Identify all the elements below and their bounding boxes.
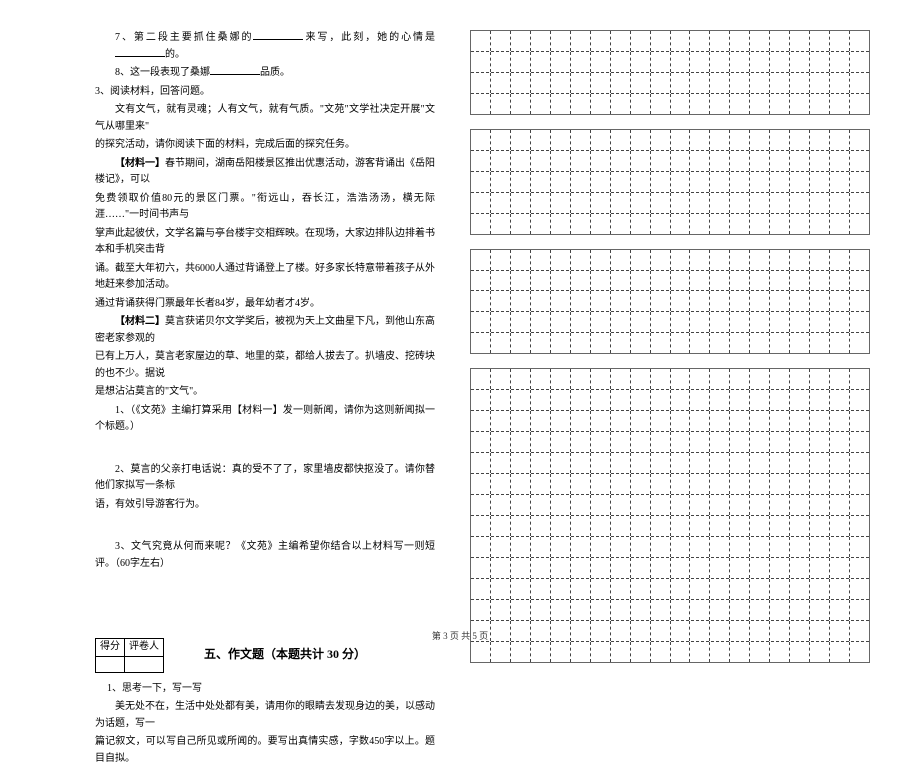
q7-text-c: 的。 (165, 49, 185, 60)
sub-question-2b: 语，有效引导游客行为。 (95, 497, 435, 514)
score-cell-empty-2 (125, 656, 164, 672)
material-2-line-1: 【材料二】莫言获诺贝尔文学奖后，被视为天上文曲星下凡，到他山东高密老家参观的 (95, 314, 435, 347)
essay-head: 1、思考一下，写一写 (95, 681, 435, 698)
right-column (455, 30, 920, 650)
page-footer: 第 3 页 共 5 页 (0, 629, 920, 642)
q7-text-b: 来写，此刻，她的心情是 (303, 32, 435, 43)
material-1-line-1: 【材料一】春节期间，湖南岳阳楼景区推出优惠活动，游客背诵出《岳阳楼记》，可以 (95, 156, 435, 189)
answer-grid-4 (470, 368, 870, 662)
material-1-line-3: 掌声此起彼伏，文学名篇与亭台楼宇交相辉映。在现场，大家边排队边排着书本和手机突击… (95, 226, 435, 259)
sub-question-3: 3、文气究竟从何而来呢？《文苑》主编希望你结合以上材料写一则短评。（60字左右） (95, 539, 435, 572)
score-table: 得分 评卷人 (95, 638, 164, 673)
q7-blank-1 (253, 30, 303, 40)
answer-grid-1 (470, 30, 870, 115)
score-cell-empty-1 (96, 656, 125, 672)
q7-text-a: 7、第二段主要抓住桑娜的 (115, 32, 253, 43)
left-column: 7、第二段主要抓住桑娜的来写，此刻，她的心情是的。 8、这一段表现了桑娜品质。 … (0, 30, 455, 650)
score-box-row: 得分 评卷人 五、作文题（本题共计 30 分） (95, 638, 435, 673)
essay-line-1: 美无处不在，生活中处处都有美，请用你的眼睛去发现身边的美，以感动为话题，写一 (95, 699, 435, 732)
material-1-line-4: 诵。截至大年初六，共6000人通过背诵登上了楼。好多家长特意带着孩子从外地赶来参… (95, 261, 435, 294)
sub-question-2a: 2、莫言的父亲打电话说：真的受不了了，家里墙皮都快抠没了。请你替他们家拟写一条标 (95, 462, 435, 495)
intro-line-1: 文有文气，就有灵魂；人有文气，就有气质。"文苑"文学社决定开展"文气从哪里来" (95, 102, 435, 135)
material-1-line-2: 免费领取价值80元的景区门票。"衔远山，吞长江，浩浩汤汤，横无际涯……"一时间书… (95, 191, 435, 224)
q8-text-b: 品质。 (260, 67, 290, 78)
question-3-head: 3、阅读材料，回答问题。 (95, 84, 435, 101)
question-8: 8、这一段表现了桑娜 品质。 (95, 65, 435, 82)
q8-text-a: 8、这一段表现了桑娜 (115, 67, 210, 78)
material-1-line-5: 通过背诵获得门票最年长者84岁，最年幼者才4岁。 (95, 296, 435, 313)
answer-grid-3 (470, 249, 870, 355)
q8-blank (210, 65, 260, 75)
sub-question-1: 1、（《文苑》主编打算采用【材料一】发一则新闻，请你为这则新闻拟一个标题。） (95, 403, 435, 436)
essay-line-2: 篇记叙文，可以写自己所见或所闻的。要写出真情实感，字数450字以上。题目自拟。 (95, 734, 435, 767)
material-2-line-3: 是想沾沾莫言的"文气"。 (95, 384, 435, 401)
q7-blank-2 (115, 47, 165, 57)
section-5-title: 五、作文题（本题共计 30 分） (204, 645, 366, 665)
question-7: 7、第二段主要抓住桑娜的 来写，此刻，她的心情是的。 (95, 30, 435, 63)
material-2-line-2: 已有上万人，莫言老家屋边的草、地里的菜，都给人拔去了。扒墙皮、挖砖块的也不少。据… (95, 349, 435, 382)
answer-grid-2 (470, 129, 870, 235)
intro-line-2: 的探究活动，请你阅读下面的材料，完成后面的探究任务。 (95, 137, 435, 154)
material-2-label: 【材料二】 (115, 316, 165, 327)
material-1-label: 【材料一】 (115, 158, 165, 169)
